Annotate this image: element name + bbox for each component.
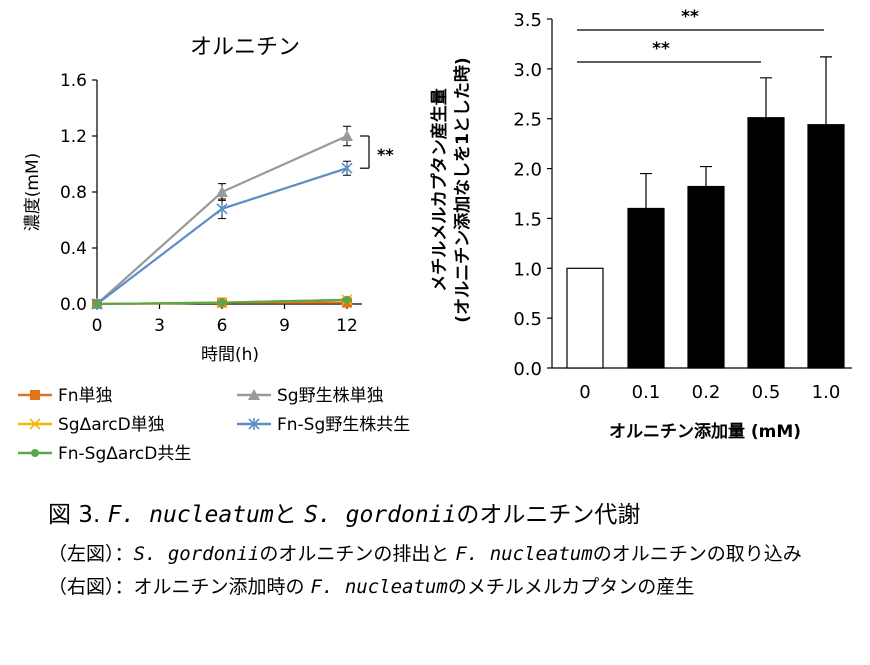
bar-rect xyxy=(807,124,845,369)
caption-text: （左図）： xyxy=(48,543,134,565)
chart-title: オルニチン xyxy=(190,35,300,60)
y-tick-label: 0.5 xyxy=(513,309,542,330)
y-tick-label: 1.6 xyxy=(60,71,87,91)
y-tick-label: 0.8 xyxy=(60,183,87,203)
caption-text: のオルニチンの取り込み xyxy=(592,543,802,565)
error-bar xyxy=(820,56,832,125)
y-tick-label: 0.0 xyxy=(60,295,87,315)
legend-item: Fn単独 xyxy=(18,386,113,406)
x-tick-label: 0 xyxy=(579,382,590,403)
legend-label: Fn-Sg野生株共生 xyxy=(277,415,410,435)
caption-text: のオルニチンの排出と xyxy=(259,543,456,565)
x-tick-label: 12 xyxy=(336,316,358,336)
legend-item: SgΔarcD単独 xyxy=(18,415,165,435)
data-point-circle xyxy=(343,295,351,304)
data-point-triangle xyxy=(248,389,260,400)
legend-label: Fn-SgΔarcD共生 xyxy=(58,444,191,464)
y-tick-label: 1.2 xyxy=(60,127,87,147)
bar-rect xyxy=(747,117,785,369)
data-point-star xyxy=(341,162,353,175)
x-tick-label: 0.2 xyxy=(692,382,721,403)
series-group xyxy=(91,125,353,310)
caption-title: 図 3. F. nucleatumと S. gordoniiのオルニチン代謝 xyxy=(48,500,858,530)
legend-item: Sg野生株単独 xyxy=(237,386,384,406)
ornithine-line-chart: オルニチン 0.0 0.4 0.8 1.2 1.6 0 3 6 9 12 時間(h) 濃度(mM… xyxy=(18,35,410,464)
significance-label: ** xyxy=(377,145,394,164)
y-tick-label: 3.0 xyxy=(513,60,542,81)
error-bar xyxy=(760,77,772,118)
figure-caption: 図 3. F. nucleatumと S. gordoniiのオルニチン代謝 （… xyxy=(48,500,858,604)
y-axis-label-sub: (オルニチン添加なしを1とした時) xyxy=(452,57,473,322)
x-tick-label: 0.5 xyxy=(752,382,781,403)
caption-text: のメチルメルカプタンの産生 xyxy=(447,576,695,598)
significance-lines: ** ** xyxy=(577,7,824,63)
data-point-square xyxy=(30,390,40,400)
bar-rect xyxy=(566,267,604,369)
bar xyxy=(566,267,604,369)
significance-label-short: ** xyxy=(652,39,670,59)
caption-left-description: （左図）：S. gordoniiのオルニチンの排出と F. nucleatumの… xyxy=(48,538,858,571)
data-point-triangle xyxy=(216,186,228,197)
data-point-star xyxy=(216,202,228,215)
y-ticks: 0.0 0.4 0.8 1.2 1.6 xyxy=(60,71,97,315)
data-point-triangle xyxy=(341,130,353,141)
caption-species: S. gordonii xyxy=(133,543,260,565)
significance-bracket: ** xyxy=(360,135,394,169)
y-tick-label: 1.0 xyxy=(513,259,542,280)
y-axis-label: メチルメルカプタン産生量 xyxy=(429,88,450,292)
methylmercaptan-bar-chart: 0.0 0.5 1.0 1.5 2.0 2.5 3.0 3.5 0 0.1 0.2 0.5 1.0 *… xyxy=(429,7,852,442)
data-point-circle xyxy=(93,300,101,308)
x-tick-label: 1.0 xyxy=(812,382,841,403)
data-point-circle xyxy=(218,298,226,307)
error-bar xyxy=(700,165,712,187)
y-tick-label: 1.5 xyxy=(513,209,542,230)
bar-rect xyxy=(627,207,665,369)
x-axis-label: オルニチン添加量 (mM) xyxy=(609,421,801,442)
caption-text: のオルニチン代謝 xyxy=(456,502,641,528)
y-tick-label: 0.4 xyxy=(60,239,87,259)
legend-label: SgΔarcD単独 xyxy=(58,415,165,435)
y-ticks: 0.0 0.5 1.0 1.5 2.0 2.5 3.0 3.5 xyxy=(513,10,552,380)
series xyxy=(93,295,351,308)
legend-label: Sg野生株単独 xyxy=(277,386,384,406)
error-bar xyxy=(640,172,652,209)
bars xyxy=(566,56,845,369)
legend-item: Fn-Sg野生株共生 xyxy=(237,415,410,435)
bar xyxy=(747,77,785,369)
x-tick-label: 3 xyxy=(154,316,165,336)
y-tick-label: 2.0 xyxy=(513,160,542,181)
caption-text: （右図）：オルニチン添加時の xyxy=(48,576,311,598)
series-line xyxy=(96,134,348,305)
caption-species: F. nucleatum xyxy=(107,502,274,528)
legend: Fn単独 Sg野生株単独 SgΔarcD単独 Fn-Sg野生株共生 Fn-SgΔarcD… xyxy=(18,386,410,464)
bar xyxy=(807,56,845,369)
bar-rect xyxy=(687,185,725,369)
x-tick-label: 0 xyxy=(92,316,103,336)
data-point-circle xyxy=(31,449,39,457)
caption-figure-number: 図 3. xyxy=(48,502,108,528)
caption-species: F. nucleatum xyxy=(310,576,448,598)
caption-text: と xyxy=(273,502,305,528)
y-axis-label: 濃度(mM) xyxy=(23,153,43,232)
x-tick-label: 0.1 xyxy=(632,382,661,403)
y-tick-label: 2.5 xyxy=(513,110,542,131)
x-axis-label: 時間(h) xyxy=(201,345,259,365)
x-ticks: 0 0.1 0.2 0.5 1.0 xyxy=(579,382,840,403)
data-point-star xyxy=(248,418,260,430)
x-tick-label: 6 xyxy=(217,316,228,336)
figure-panels: オルニチン 0.0 0.4 0.8 1.2 1.6 0 3 6 9 12 時間(h) 濃度(mM… xyxy=(18,7,852,464)
y-tick-label: 0.0 xyxy=(513,359,542,380)
legend-label: Fn単独 xyxy=(58,386,113,406)
caption-species: F. nucleatum xyxy=(455,543,593,565)
x-ticks: 0 3 6 9 12 xyxy=(92,304,358,336)
legend-item: Fn-SgΔarcD共生 xyxy=(18,444,191,464)
bar xyxy=(687,165,725,369)
caption-species: S. gordonii xyxy=(304,502,457,528)
bar xyxy=(627,172,665,369)
y-tick-label: 3.5 xyxy=(513,10,542,31)
x-tick-label: 9 xyxy=(279,316,290,336)
significance-label-long: ** xyxy=(681,7,699,27)
caption-right-description: （右図）：オルニチン添加時の F. nucleatumのメチルメルカプタンの産生 xyxy=(48,571,858,604)
data-point-x xyxy=(29,418,41,430)
